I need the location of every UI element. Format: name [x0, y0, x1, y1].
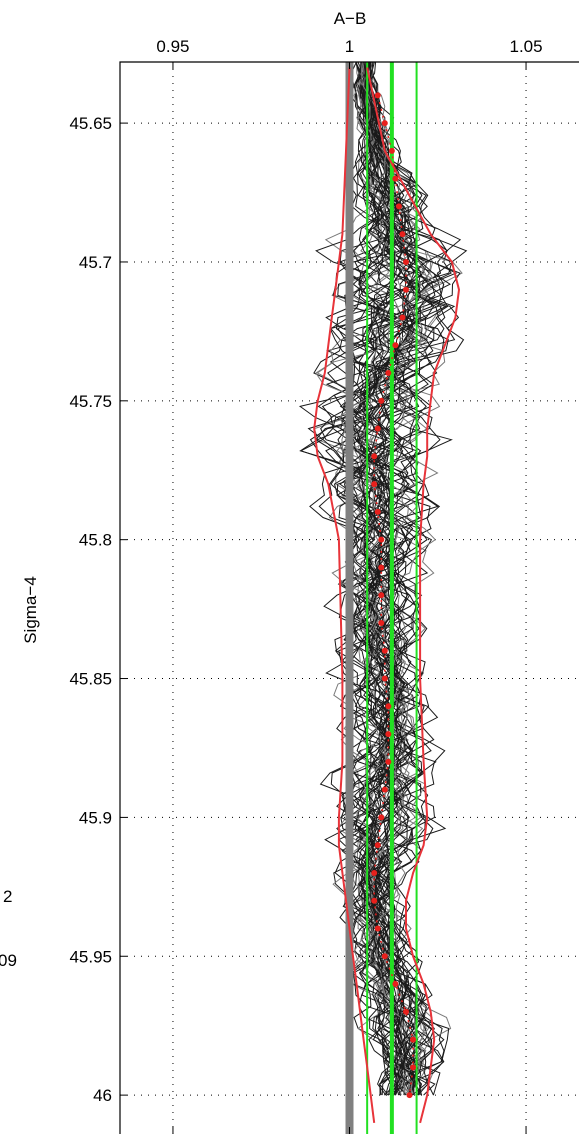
y-axis-label: Sigma−4: [21, 576, 40, 644]
marker-point-19: [378, 620, 384, 626]
y-tick-label-3: 45.8: [79, 531, 112, 550]
marker-point-10: [385, 370, 391, 376]
marker-point-18: [378, 592, 384, 598]
side-text-1: 2: [3, 887, 12, 906]
marker-point-22: [385, 703, 391, 709]
y-tick-label-1: 45.7: [79, 253, 112, 272]
marker-point-13: [371, 453, 377, 459]
marker-point-26: [378, 814, 384, 820]
chart-title: A−B: [334, 9, 367, 28]
y-tick-label-0: 45.65: [69, 114, 112, 133]
x-tick-label-0: 0.95: [156, 37, 189, 56]
marker-point-25: [382, 787, 388, 793]
marker-point-21: [382, 676, 388, 682]
marker-point-3: [392, 176, 398, 182]
marker-point-35: [410, 1064, 416, 1070]
marker-point-6: [403, 259, 409, 265]
x-tick-label-1: 1: [345, 37, 354, 56]
side-text: 2 09: [0, 887, 17, 970]
ensemble-lines: [300, 62, 466, 1095]
marker-point-30: [375, 925, 381, 931]
marker-point-34: [410, 1037, 416, 1043]
x-tick-label-2: 1.05: [509, 37, 542, 56]
y-tick-label-7: 46: [93, 1086, 112, 1105]
marker-point-36: [407, 1092, 413, 1098]
marker-point-32: [392, 981, 398, 987]
marker-point-11: [378, 398, 384, 404]
marker-point-2: [389, 148, 395, 154]
marker-point-15: [375, 509, 381, 515]
marker-point-4: [396, 203, 402, 209]
marker-point-17: [378, 564, 384, 570]
marker-point-31: [382, 953, 388, 959]
axis-ticks: 0.95 1 1.05 45.65 45.7 45.75 45.8 45.85 45.9 45.9…: [69, 37, 542, 1134]
y-tick-label-5: 45.9: [79, 808, 112, 827]
marker-point-28: [371, 870, 377, 876]
y-tick-label-4: 45.85: [69, 670, 112, 689]
marker-point-23: [385, 731, 391, 737]
marker-point-16: [378, 537, 384, 543]
marker-point-5: [399, 231, 405, 237]
marker-point-27: [375, 842, 381, 848]
y-tick-label-6: 45.95: [69, 947, 112, 966]
marker-point-33: [403, 1009, 409, 1015]
marker-point-14: [371, 481, 377, 487]
marker-point-24: [385, 759, 391, 765]
y-tick-label-2: 45.75: [69, 392, 112, 411]
marker-point-1: [382, 120, 388, 126]
side-text-2: 09: [0, 951, 17, 970]
marker-point-8: [399, 315, 405, 321]
marker-point-7: [403, 287, 409, 293]
marker-point-9: [392, 342, 398, 348]
marker-point-0: [375, 92, 381, 98]
marker-point-29: [371, 898, 377, 904]
marker-point-12: [375, 426, 381, 432]
marker-point-20: [382, 648, 388, 654]
